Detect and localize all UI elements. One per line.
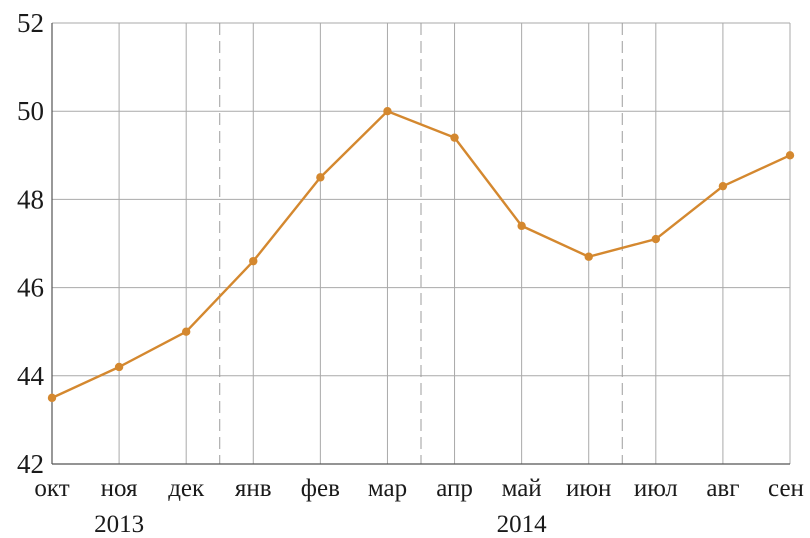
y-tick-label: 44 bbox=[17, 361, 45, 391]
x-tick-label: фев bbox=[301, 475, 340, 502]
data-point bbox=[785, 151, 795, 160]
x-tick-labels: окт ноя дек янв фев мар апр май июн июл авг сен bbox=[34, 475, 804, 502]
x-tick-label: ноя bbox=[101, 475, 138, 502]
y-tick-label: 42 bbox=[17, 449, 44, 479]
year-labels: 2013 2014 bbox=[94, 511, 547, 538]
year-separators bbox=[219, 23, 623, 464]
data-point bbox=[114, 362, 124, 372]
data-point bbox=[517, 221, 526, 231]
year-label: 2013 bbox=[94, 511, 144, 538]
series-line bbox=[51, 109, 791, 399]
x-tick-label: окт bbox=[34, 475, 69, 502]
year-label: 2014 bbox=[497, 511, 548, 538]
axes bbox=[51, 23, 790, 465]
y-tick-label: 50 bbox=[17, 96, 44, 126]
x-tick-label: янв bbox=[235, 475, 272, 502]
series-group bbox=[47, 107, 795, 403]
data-point bbox=[316, 173, 325, 182]
data-point bbox=[383, 107, 392, 116]
x-tick-label: дек bbox=[168, 475, 205, 502]
data-point bbox=[584, 252, 593, 261]
x-tick-label: авг bbox=[706, 475, 739, 502]
y-tick-labels: 42 44 46 48 50 52 bbox=[17, 8, 45, 479]
data-point bbox=[718, 181, 728, 191]
data-point bbox=[181, 327, 191, 336]
x-tick-label: июл bbox=[634, 475, 678, 502]
data-point bbox=[651, 234, 661, 244]
data-point bbox=[47, 393, 57, 403]
y-tick-label: 48 bbox=[17, 184, 44, 214]
y-tick-label: 46 bbox=[17, 273, 44, 303]
x-tick-label: май bbox=[502, 475, 542, 502]
x-tick-label: апр bbox=[436, 475, 473, 502]
data-point bbox=[249, 256, 258, 266]
y-tick-label: 52 bbox=[17, 8, 44, 38]
x-tick-label: сен bbox=[768, 475, 804, 502]
x-tick-label: июн bbox=[566, 475, 611, 502]
data-point bbox=[450, 133, 459, 142]
x-tick-label: мар bbox=[368, 475, 407, 502]
